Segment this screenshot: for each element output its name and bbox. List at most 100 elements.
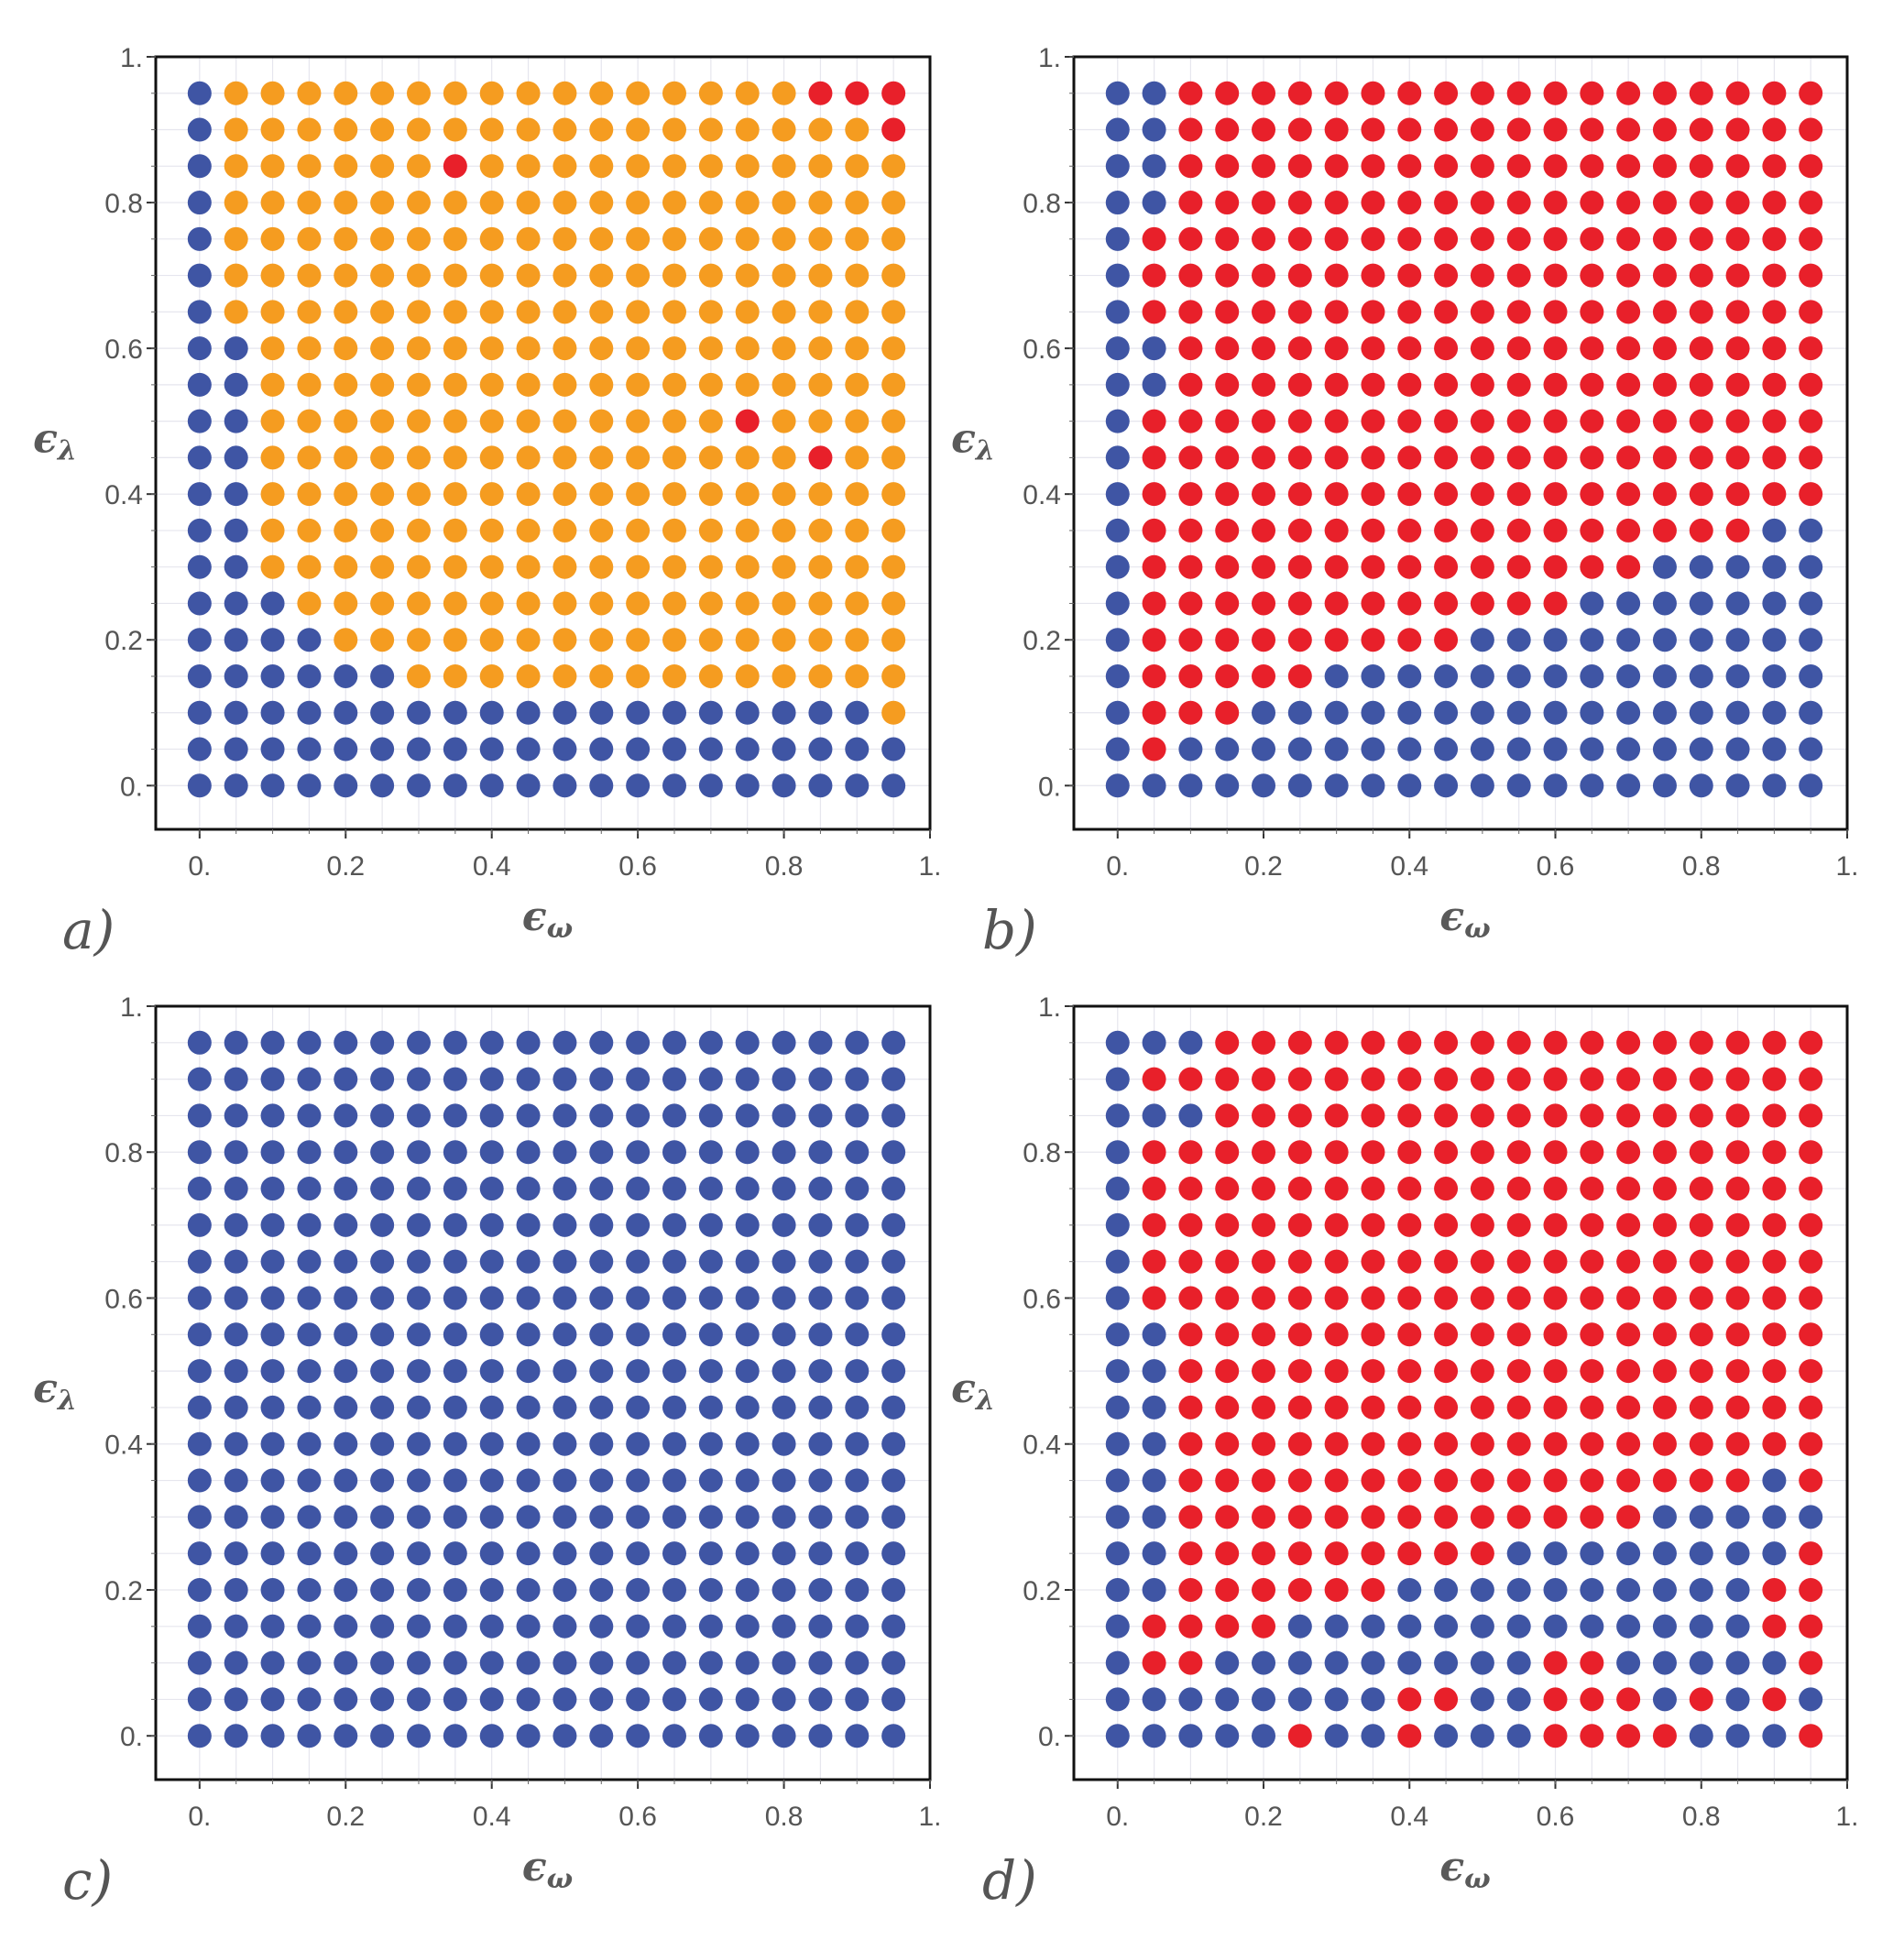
point-red: [1178, 191, 1203, 215]
point-red: [1762, 1577, 1787, 1602]
x-tick-label: 0.8: [1682, 1802, 1721, 1832]
point-red: [1434, 445, 1459, 470]
point-blue: [881, 1249, 906, 1274]
point-orange: [698, 191, 723, 215]
point-blue: [553, 1724, 577, 1748]
point-red: [1178, 1577, 1203, 1602]
point-blue: [1616, 737, 1641, 762]
point-blue: [845, 1541, 870, 1566]
point-blue: [735, 1030, 760, 1055]
point-red: [1361, 1212, 1385, 1237]
point-blue: [224, 1212, 248, 1237]
point-blue: [808, 1103, 833, 1128]
point-orange: [808, 518, 833, 543]
point-red: [1689, 518, 1713, 543]
point-red: [1616, 1249, 1641, 1274]
point-blue: [260, 628, 285, 652]
point-orange: [479, 518, 504, 543]
point-blue: [1178, 1687, 1203, 1712]
point-orange: [662, 154, 686, 179]
point-orange: [370, 628, 395, 652]
point-orange: [334, 263, 358, 288]
point-orange: [735, 191, 760, 215]
point-orange: [735, 554, 760, 579]
point-red: [1252, 1468, 1276, 1493]
point-orange: [297, 409, 322, 433]
point-orange: [406, 445, 431, 470]
point-orange: [297, 518, 322, 543]
point-red: [1506, 117, 1531, 142]
point-red: [1142, 226, 1166, 251]
point-blue: [1689, 1577, 1713, 1602]
point-orange: [406, 409, 431, 433]
point-blue: [626, 700, 651, 725]
point-orange: [698, 663, 723, 688]
point-blue: [881, 1431, 906, 1456]
point-blue: [1361, 1724, 1385, 1748]
point-blue: [1725, 591, 1750, 616]
point-blue: [662, 1140, 686, 1165]
point-red: [1434, 1322, 1459, 1347]
point-red: [1434, 554, 1459, 579]
point-blue: [1434, 1577, 1459, 1602]
point-orange: [443, 663, 467, 688]
point-orange: [443, 482, 467, 507]
point-orange: [260, 518, 285, 543]
point-orange: [479, 372, 504, 397]
point-blue: [370, 1687, 395, 1712]
point-blue: [479, 1030, 504, 1055]
point-orange: [479, 300, 504, 324]
point-blue: [443, 1249, 467, 1274]
point-blue: [1105, 1212, 1130, 1237]
point-red: [1178, 1212, 1203, 1237]
point-red: [1725, 226, 1750, 251]
point-red: [1616, 1067, 1641, 1091]
point-red: [1215, 1212, 1240, 1237]
point-blue: [808, 1067, 833, 1091]
point-blue: [187, 700, 212, 725]
point-blue: [1142, 1322, 1166, 1347]
point-red: [1580, 482, 1604, 507]
point-blue: [698, 1614, 723, 1639]
point-blue: [334, 1650, 358, 1675]
point-blue: [187, 1614, 212, 1639]
point-red: [1616, 1322, 1641, 1347]
point-red: [1397, 1286, 1422, 1310]
point-red: [1287, 226, 1312, 251]
point-blue: [443, 1395, 467, 1419]
point-blue: [589, 1431, 614, 1456]
point-blue: [626, 1541, 651, 1566]
point-red: [1652, 226, 1677, 251]
point-red: [1324, 1468, 1349, 1493]
point-blue: [662, 1177, 686, 1201]
point-blue: [516, 1687, 541, 1712]
point-blue: [187, 554, 212, 579]
point-red: [1252, 1286, 1276, 1310]
point-red: [1506, 1030, 1531, 1055]
point-blue: [553, 1687, 577, 1712]
point-blue: [297, 1650, 322, 1675]
point-red: [1725, 482, 1750, 507]
point-blue: [187, 1650, 212, 1675]
point-blue: [443, 1322, 467, 1347]
point-red: [1616, 1724, 1641, 1748]
point-blue: [845, 1249, 870, 1274]
point-blue: [1252, 700, 1276, 725]
point-blue: [224, 1177, 248, 1201]
point-red: [1287, 1030, 1312, 1055]
point-blue: [1252, 737, 1276, 762]
point-blue: [771, 1359, 796, 1384]
point-blue: [662, 1286, 686, 1310]
point-blue: [735, 1724, 760, 1748]
point-red: [1361, 81, 1385, 105]
point-red: [1506, 263, 1531, 288]
x-axis-label: ϵω: [522, 1844, 573, 1895]
point-blue: [1762, 1468, 1787, 1493]
point-red: [1434, 117, 1459, 142]
point-red: [1178, 117, 1203, 142]
point-red: [1361, 1322, 1385, 1347]
point-blue: [334, 737, 358, 762]
point-blue: [589, 1541, 614, 1566]
point-red: [1762, 336, 1787, 361]
point-blue: [443, 1177, 467, 1201]
